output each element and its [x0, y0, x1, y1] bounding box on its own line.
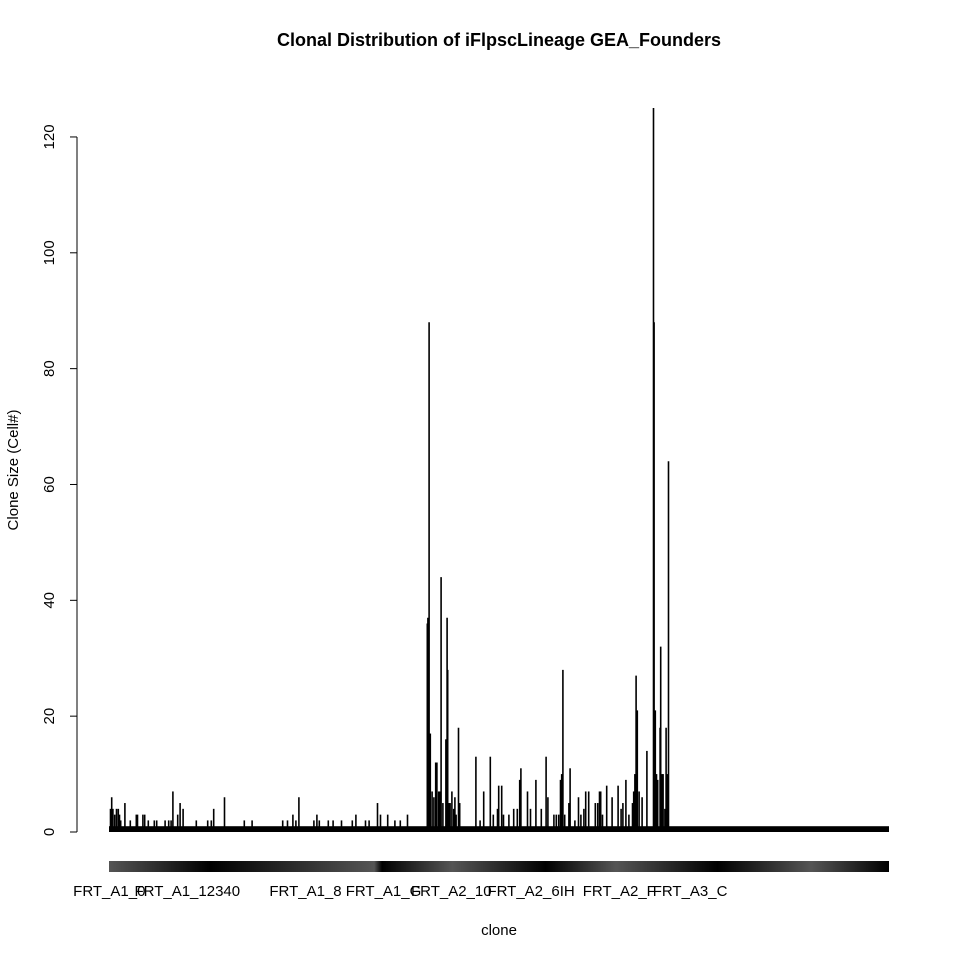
chart-title: Clonal Distribution of iFlpscLineage GEA… — [277, 30, 721, 50]
y-tick-label: 20 — [41, 708, 58, 725]
y-tick-label: 120 — [41, 124, 58, 149]
y-tick-label: 40 — [41, 592, 58, 609]
clone-color-strip — [109, 861, 889, 872]
y-tick-label: 100 — [41, 240, 58, 265]
x-tick-label: FRT_A1_G — [346, 883, 422, 900]
x-tick-label: FRT_A2_10 — [411, 883, 492, 900]
bars — [109, 108, 889, 832]
x-tick-label: FRT_A3_C — [653, 883, 728, 900]
x-tick-label: FRT_A2_F — [583, 883, 656, 900]
y-tick-label: 60 — [41, 476, 58, 493]
x-tick-label: FRT_A1_0 — [73, 883, 145, 900]
y-axis: 0 20 40 60 80 100 120 — [41, 124, 78, 836]
x-tick-label: FRT_A2_6IH — [487, 883, 574, 900]
y-tick-label: 0 — [41, 828, 58, 836]
x-axis-title: clone — [481, 922, 517, 939]
x-tick-label: FRT_A1_8 — [269, 883, 341, 900]
y-axis-title: Clone Size (Cell#) — [5, 410, 22, 531]
y-tick-label: 80 — [41, 360, 58, 377]
x-tick-label: FRT_A1_12340 — [134, 883, 240, 900]
x-axis-strip — [109, 861, 889, 872]
